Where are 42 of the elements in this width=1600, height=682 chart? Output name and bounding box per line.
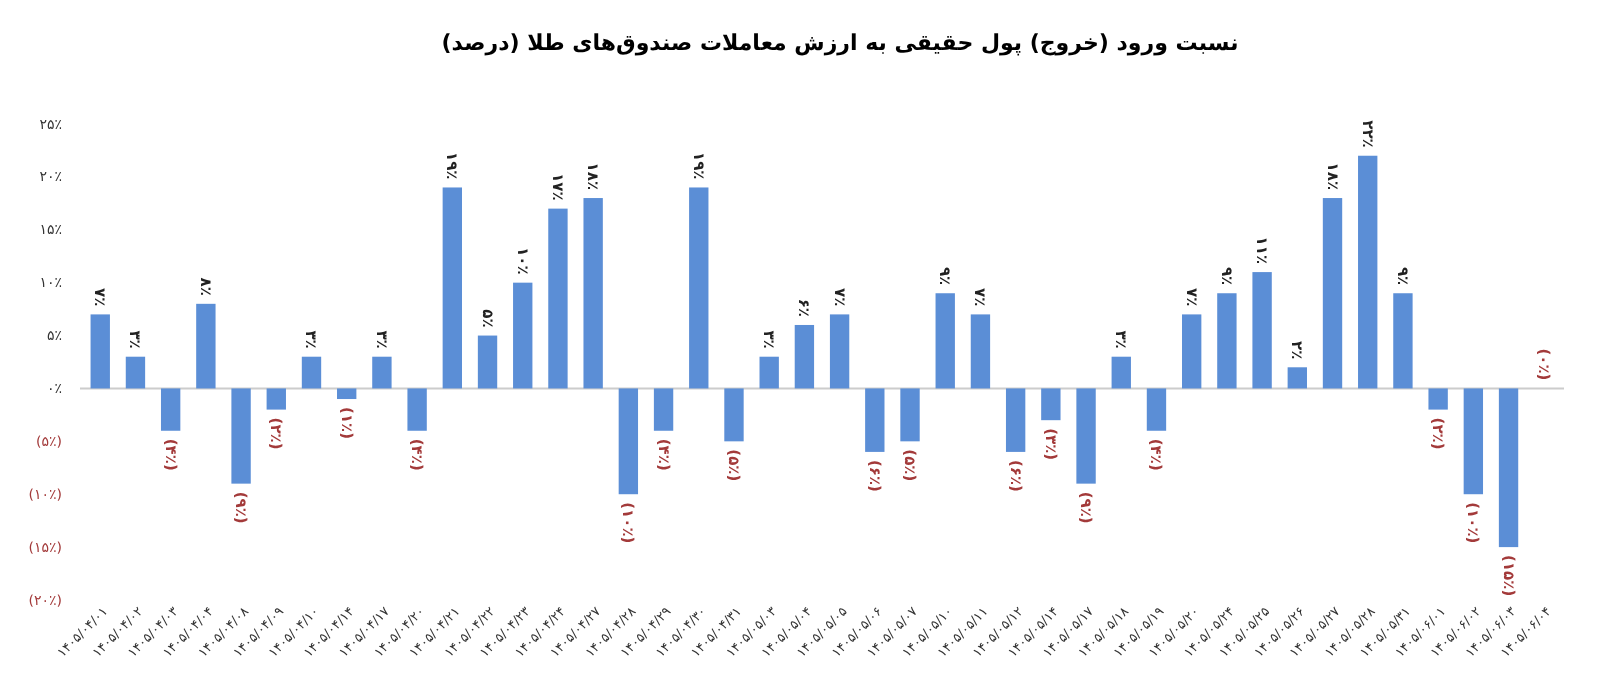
bar [266,388,286,410]
bar [337,388,357,400]
bar [724,388,744,442]
bar [1287,367,1307,389]
bar [548,208,568,389]
bar [90,314,110,389]
bar [1322,198,1343,389]
bar [1146,388,1167,431]
bar [1498,388,1519,548]
bar [1428,388,1448,410]
bar [1076,388,1096,484]
bar [125,356,146,389]
bar [196,303,216,389]
bar [865,388,885,452]
bar [794,324,815,389]
bar [1252,272,1272,389]
bar [689,187,709,389]
bar [1393,293,1413,389]
bar [900,388,920,442]
bar [477,335,498,389]
chart-title: نسبت ورود (خروج) پول حقیقی به ارزش معاملات صندوق‌های طلا (درصد) [441,30,1239,56]
bar [407,388,427,431]
bar [1005,388,1026,452]
bar [653,388,674,431]
bar [829,314,850,389]
bar [759,356,779,389]
bar [513,282,533,389]
bar [1358,155,1378,389]
bar [160,388,181,431]
bar [1182,314,1202,389]
bar [1111,356,1131,389]
bar [442,187,462,389]
bar [618,388,639,495]
bar [970,314,991,389]
bar [301,356,322,389]
bar [231,388,251,484]
bar [1217,293,1237,389]
bar [1463,388,1484,495]
bar [583,198,603,389]
bar [1041,388,1061,421]
bar [935,293,955,389]
bar [372,356,392,389]
